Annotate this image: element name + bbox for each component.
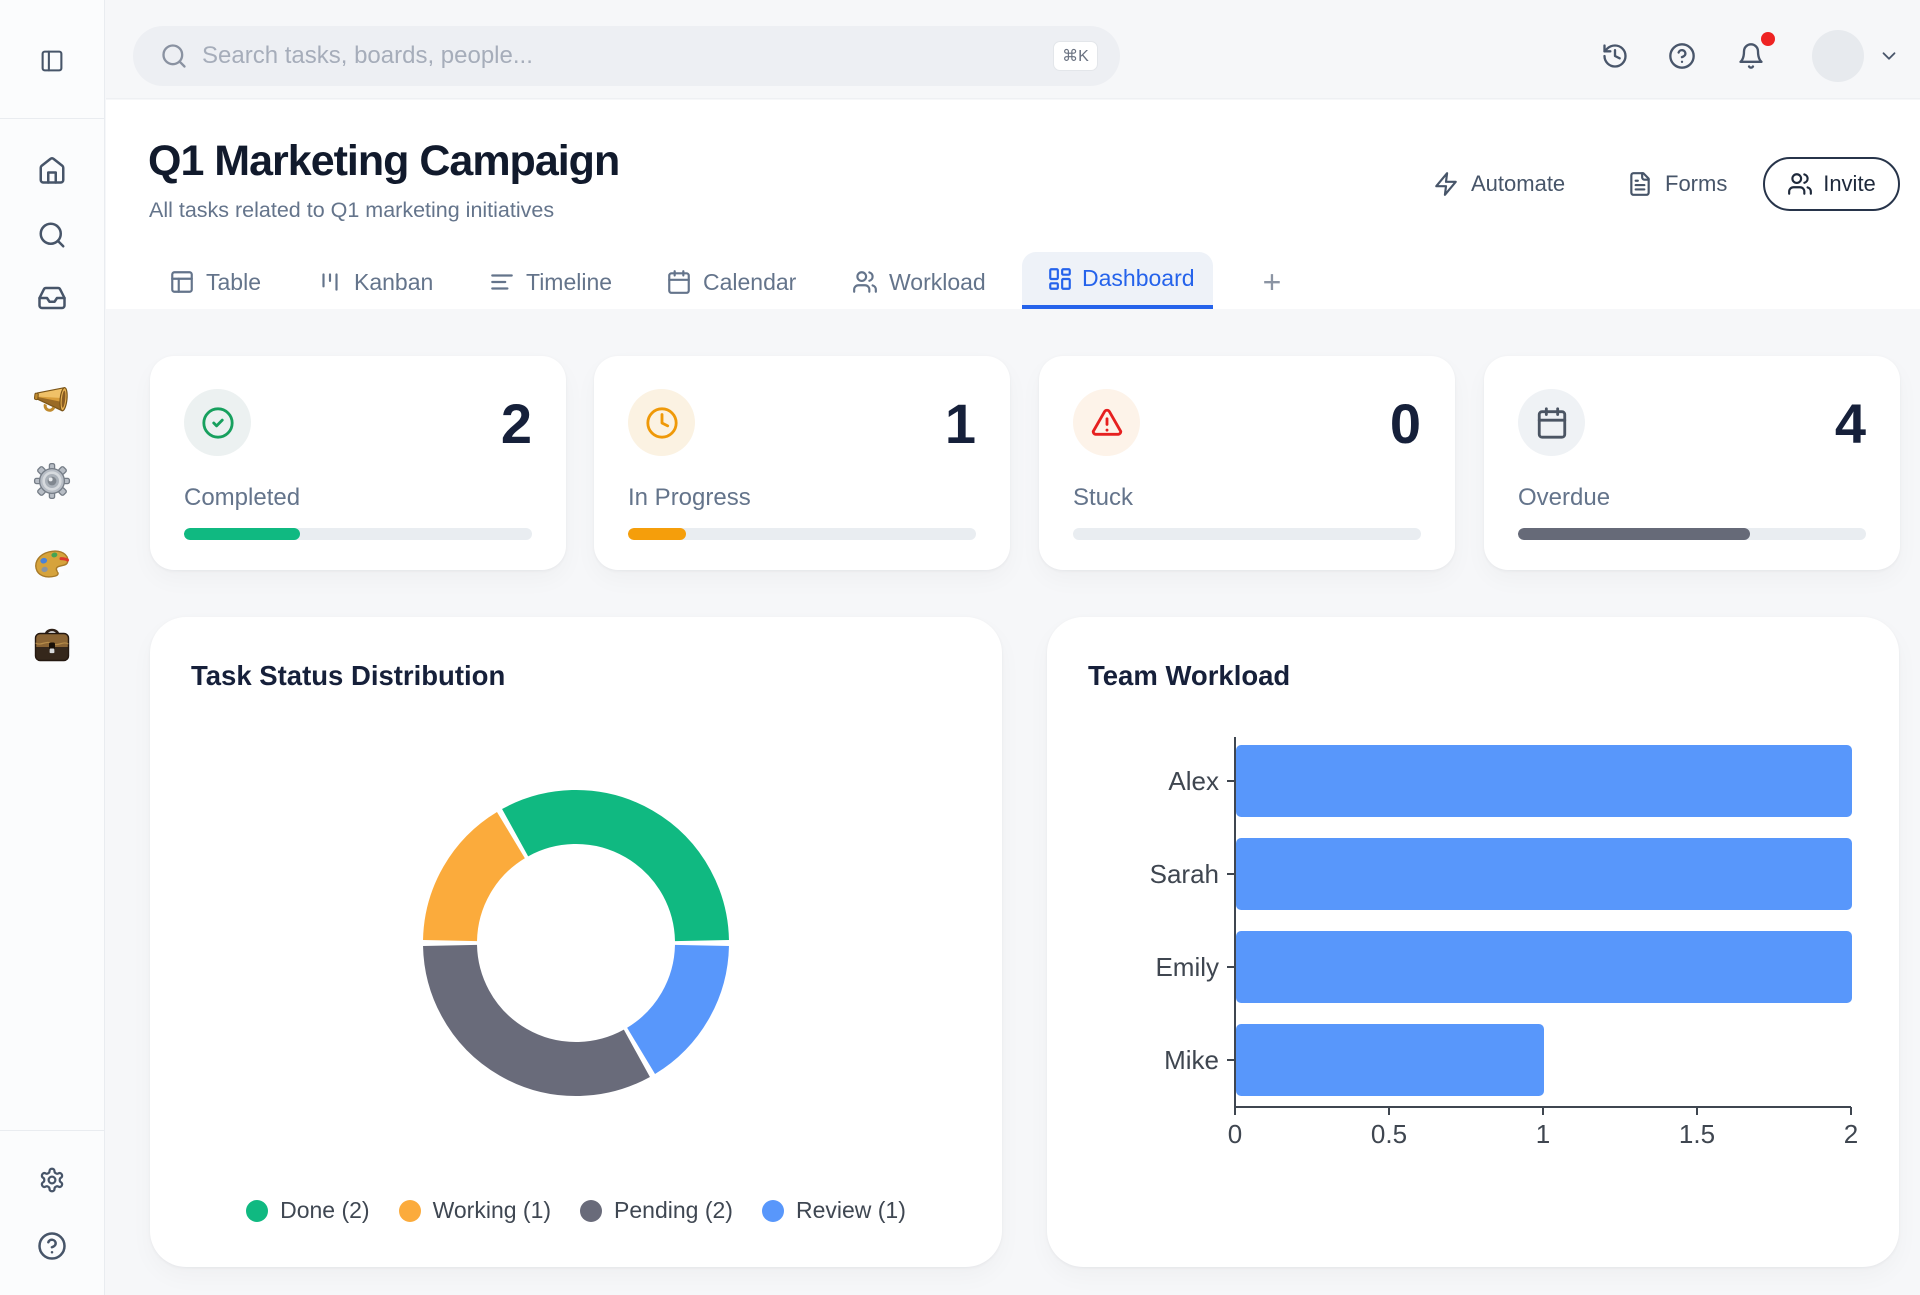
svg-text:Sarah: Sarah	[1150, 859, 1219, 889]
svg-text:Mike: Mike	[1164, 1045, 1219, 1075]
svg-text:0: 0	[1228, 1119, 1242, 1149]
svg-text:0.5: 0.5	[1371, 1119, 1407, 1149]
svg-text:Alex: Alex	[1168, 766, 1219, 796]
svg-text:Emily: Emily	[1155, 952, 1219, 982]
svg-text:2: 2	[1844, 1119, 1858, 1149]
svg-text:1.5: 1.5	[1679, 1119, 1715, 1149]
svg-text:1: 1	[1536, 1119, 1550, 1149]
